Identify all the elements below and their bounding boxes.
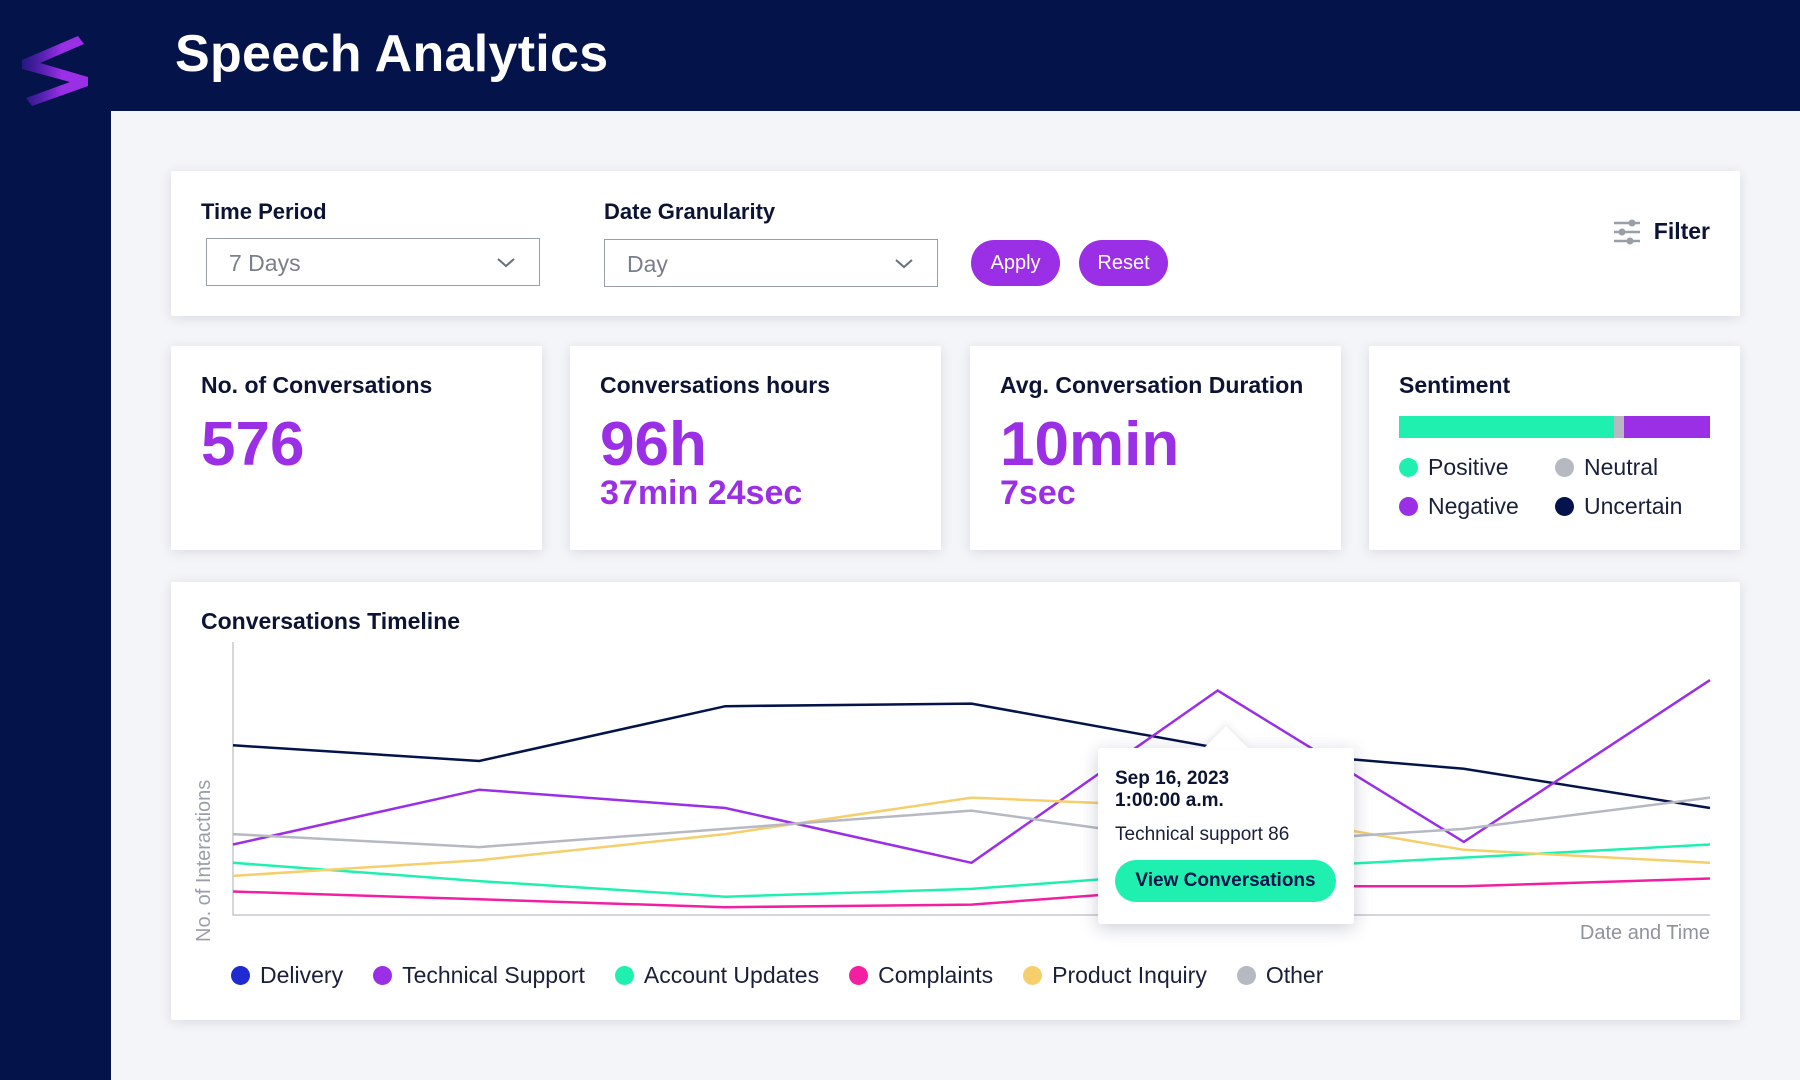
legend-label: Uncertain: [1584, 493, 1683, 519]
page-title: Speech Analytics: [175, 25, 609, 83]
y-axis-label: No. of Interactions: [193, 779, 215, 942]
sentiment-legend-positive: Positive: [1399, 454, 1509, 481]
legend-label: Technical Support: [402, 962, 585, 988]
kpi-subvalue: 37min 24sec: [600, 474, 803, 512]
tooltip-value: Technical support 86: [1115, 824, 1290, 845]
sentiment-bar: [1399, 416, 1710, 438]
series-line-delivery[interactable]: [232, 702, 1711, 810]
time-period-value: 7 Days: [229, 250, 301, 276]
timeline-chart: [232, 642, 1711, 916]
legend-dot: [231, 966, 250, 985]
legend-label: Neutral: [1584, 454, 1659, 480]
date-granularity-value: Day: [627, 251, 668, 277]
filter-button[interactable]: Filter: [1612, 218, 1710, 245]
tooltip-arrow: [1204, 726, 1248, 748]
legend-label: Account Updates: [643, 962, 820, 988]
series-line-complaints[interactable]: [232, 877, 1711, 909]
time-period-select[interactable]: 7 Days: [206, 238, 540, 286]
timeline-card: Conversations Timeline No. of Interactio…: [171, 582, 1740, 1020]
legend-label: Negative: [1428, 493, 1519, 519]
kpi-avg-duration-card: Avg. Conversation Duration 10min 7sec: [970, 346, 1341, 550]
legend-dot: [1555, 497, 1574, 516]
legend-dot: [1555, 458, 1574, 477]
legend-dot: [849, 966, 869, 985]
legend-label: Complaints: [878, 962, 994, 988]
sentiment-legend-neutral: Neutral: [1555, 454, 1658, 481]
series-line-product-inquiry[interactable]: [232, 796, 1711, 878]
sentiment-card: Sentiment Positive Neutral Negative Unce…: [1369, 346, 1740, 550]
tooltip-time: 1:00:00 a.m.: [1115, 790, 1224, 811]
legend-item-delivery[interactable]: Delivery: [231, 962, 343, 989]
sentiment-segment-neutral: [1613, 416, 1625, 438]
tooltip-date: Sep 16, 2023: [1115, 768, 1230, 789]
sidebar: [0, 0, 111, 1080]
series-line-technical-support[interactable]: [232, 679, 1711, 865]
legend-dot: [1023, 966, 1043, 985]
sentiment-legend-negative: Negative: [1399, 493, 1519, 520]
series-line-other[interactable]: [232, 796, 1711, 849]
sentiment-legend-uncertain: Uncertain: [1555, 493, 1682, 520]
sentiment-segment-negative: [1624, 416, 1710, 438]
sliders-icon: [1613, 219, 1640, 244]
legend-item-account-updates[interactable]: Account Updates: [614, 962, 820, 989]
legend-item-other[interactable]: Other: [1236, 962, 1324, 989]
kpi-value: 576: [201, 410, 305, 479]
apply-button[interactable]: Apply: [971, 240, 1060, 286]
kpi-title: No. of Conversations: [201, 372, 433, 398]
x-axis-label: Date and Time: [1579, 922, 1710, 944]
legend-dot: [614, 966, 634, 985]
date-granularity-label: Date Granularity: [604, 199, 776, 224]
legend-dot: [1236, 966, 1256, 985]
legend-item-product-inquiry[interactable]: Product Inquiry: [1023, 962, 1207, 989]
kpi-subvalue: 7sec: [1000, 474, 1076, 512]
filter-bar: Time Period 7 Days Date Granularity Day …: [171, 171, 1740, 316]
legend-label: Other: [1265, 962, 1324, 988]
legend-label: Positive: [1428, 454, 1509, 480]
legend-item-complaints[interactable]: Complaints: [849, 962, 993, 989]
legend-label: Delivery: [260, 962, 344, 988]
kpi-title: Avg. Conversation Duration: [1000, 372, 1304, 398]
date-granularity-select[interactable]: Day: [604, 239, 938, 287]
legend-item-technical-support[interactable]: Technical Support: [373, 962, 585, 989]
top-bar: [0, 0, 1800, 111]
chevron-down-icon: [497, 258, 515, 268]
chart-axes: [232, 642, 1710, 916]
chart-title: Conversations Timeline: [201, 608, 461, 634]
legend-dot: [1399, 497, 1418, 516]
kpi-conversations-card: No. of Conversations 576: [171, 346, 542, 550]
sentiment-segment-positive: [1399, 416, 1614, 438]
legend-label: Product Inquiry: [1052, 962, 1207, 988]
time-period-label: Time Period: [201, 199, 327, 224]
kpi-title: Conversations hours: [600, 372, 831, 398]
filter-label: Filter: [1653, 218, 1710, 244]
chart-legend: Delivery Technical Support Account Updates…: [231, 962, 1323, 989]
series-line-account-updates[interactable]: [232, 843, 1711, 898]
s-logo-icon[interactable]: [18, 30, 94, 106]
sentiment-title: Sentiment: [1399, 372, 1511, 398]
legend-dot: [373, 966, 393, 985]
kpi-value: 96h: [600, 410, 707, 479]
kpi-value: 10min: [1000, 410, 1180, 479]
kpi-hours-card: Conversations hours 96h 37min 24sec: [570, 346, 941, 550]
legend-dot: [1399, 458, 1418, 477]
chart-tooltip: Sep 16, 2023 1:00:00 a.m. Technical supp…: [1098, 726, 1354, 924]
reset-button[interactable]: Reset: [1079, 240, 1168, 286]
view-conversations-button[interactable]: View Conversations: [1115, 860, 1336, 902]
chevron-down-icon: [895, 259, 913, 269]
